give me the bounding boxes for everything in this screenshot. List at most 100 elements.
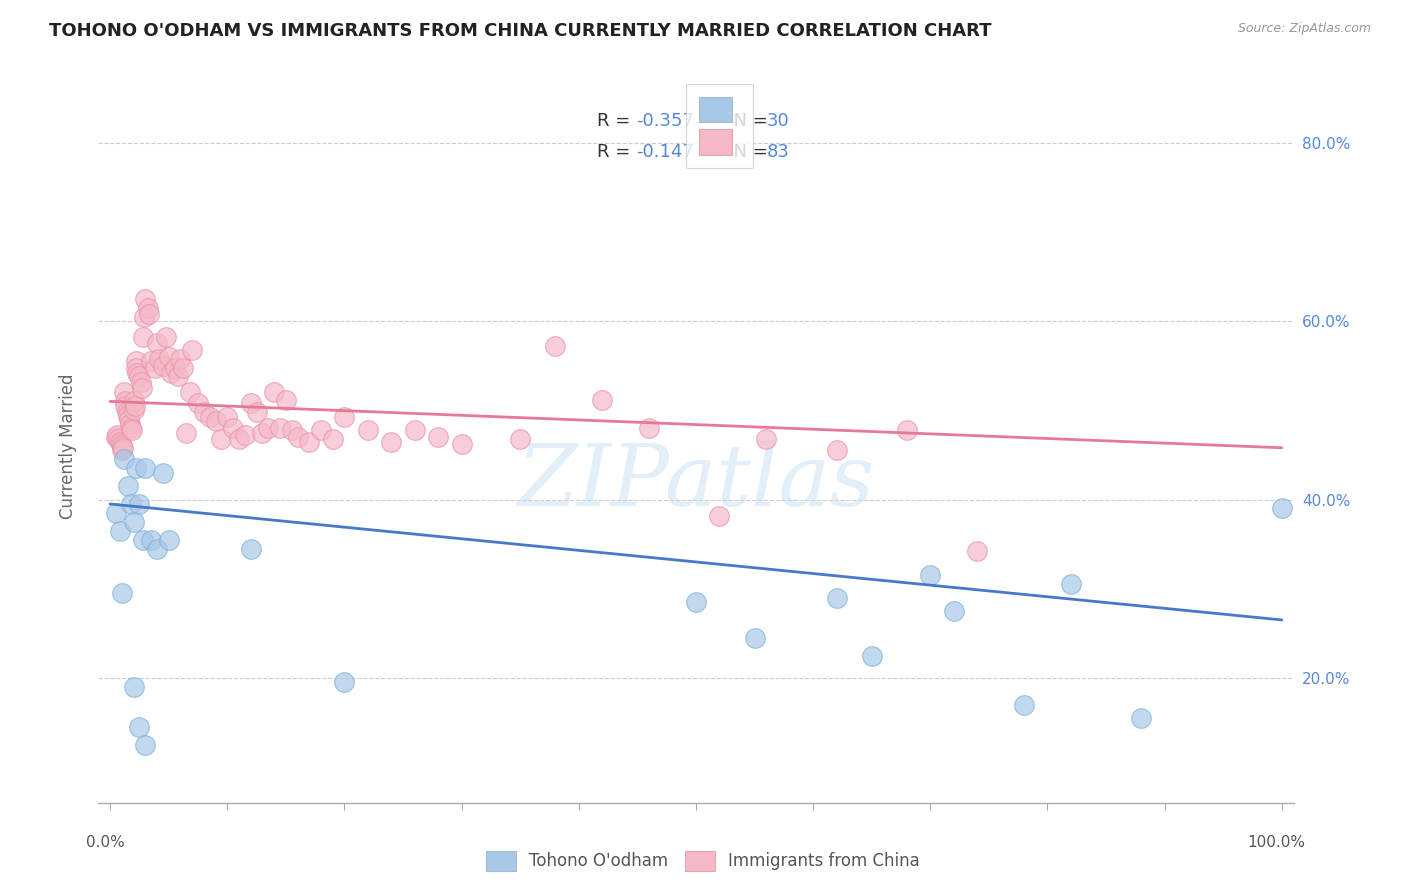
Point: [187, 396, 209, 410]
Point: [211, 432, 233, 446]
Text: TOHONO O'ODHAM VS IMMIGRANTS FROM CHINA CURRENTLY MARRIED CORRELATION CHART: TOHONO O'ODHAM VS IMMIGRANTS FROM CHINA …: [49, 22, 991, 40]
Point: [274, 392, 297, 407]
Point: [179, 385, 201, 400]
Point: [966, 544, 988, 558]
Point: [105, 428, 128, 442]
Point: [1060, 577, 1083, 591]
Point: [333, 410, 356, 425]
Point: [157, 533, 180, 547]
Text: 100.0%: 100.0%: [1247, 835, 1306, 850]
Point: [131, 381, 153, 395]
Point: [544, 339, 567, 353]
Point: [115, 405, 138, 419]
Text: N =: N =: [723, 112, 773, 130]
Point: [121, 423, 143, 437]
Text: -0.357: -0.357: [637, 112, 695, 130]
Point: [117, 479, 139, 493]
Point: [107, 432, 129, 446]
Point: [110, 437, 132, 451]
Point: [114, 394, 136, 409]
Point: [132, 330, 155, 344]
Point: [146, 336, 169, 351]
Point: [120, 417, 141, 431]
Point: [174, 425, 197, 440]
Legend: Tohono O'odham, Immigrants from China: Tohono O'odham, Immigrants from China: [478, 842, 928, 880]
Point: [309, 423, 332, 437]
Point: [233, 428, 256, 442]
Point: [129, 375, 152, 389]
Text: 30: 30: [766, 112, 789, 130]
Point: [105, 506, 128, 520]
Point: [322, 432, 344, 446]
Point: [404, 423, 426, 437]
Point: [108, 434, 131, 449]
Point: [825, 443, 848, 458]
Point: [120, 421, 142, 435]
Point: [134, 461, 156, 475]
Point: [920, 568, 942, 582]
Point: [160, 366, 183, 380]
Legend: , : ,: [686, 84, 754, 168]
Point: [1271, 501, 1294, 516]
Point: [181, 343, 204, 357]
Point: [1012, 698, 1035, 712]
Point: [128, 720, 150, 734]
Point: [198, 410, 221, 425]
Point: [122, 394, 145, 409]
Point: [125, 354, 148, 368]
Point: [118, 412, 141, 426]
Text: 83: 83: [766, 143, 789, 161]
Point: [117, 408, 139, 422]
Point: [744, 631, 766, 645]
Point: [638, 421, 661, 435]
Point: [333, 675, 356, 690]
Point: [1130, 711, 1153, 725]
Point: [860, 648, 883, 663]
Point: [239, 396, 262, 410]
Point: [111, 439, 134, 453]
Text: R =: R =: [596, 143, 636, 161]
Point: [257, 421, 280, 435]
Point: [163, 360, 186, 375]
Point: [114, 399, 136, 413]
Point: [105, 430, 128, 444]
Y-axis label: Currently Married: Currently Married: [59, 373, 77, 519]
Point: [125, 360, 148, 375]
Point: [111, 443, 134, 458]
Point: [222, 421, 245, 435]
Point: [269, 421, 291, 435]
Point: [152, 359, 174, 373]
Point: [246, 405, 269, 419]
Point: [134, 738, 156, 752]
Point: [112, 441, 135, 455]
Point: [298, 434, 321, 449]
Point: [155, 330, 177, 344]
Point: [134, 292, 156, 306]
Point: [942, 604, 965, 618]
Point: [427, 430, 450, 444]
Point: [111, 586, 134, 600]
Point: [287, 430, 309, 444]
Point: [143, 360, 166, 375]
Point: [169, 351, 191, 366]
Point: [141, 354, 163, 368]
Point: [281, 423, 304, 437]
Point: [125, 461, 148, 475]
Point: [228, 432, 250, 446]
Point: [141, 533, 163, 547]
Point: [204, 414, 226, 428]
Point: [450, 437, 472, 451]
Text: 0.0%: 0.0%: [87, 835, 125, 850]
Text: ZIPatlas: ZIPatlas: [517, 441, 875, 523]
Point: [591, 392, 613, 407]
Point: [120, 497, 142, 511]
Point: [128, 369, 150, 384]
Point: [709, 508, 731, 523]
Text: -0.147: -0.147: [637, 143, 695, 161]
Point: [138, 307, 160, 321]
Point: [825, 591, 848, 605]
Point: [112, 452, 135, 467]
Point: [217, 410, 239, 425]
Point: [193, 405, 215, 419]
Point: [132, 533, 155, 547]
